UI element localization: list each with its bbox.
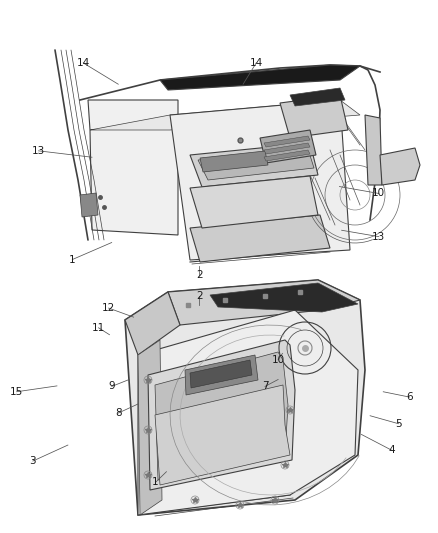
Text: 4: 4 bbox=[389, 446, 396, 455]
Polygon shape bbox=[264, 143, 310, 154]
Polygon shape bbox=[264, 136, 310, 147]
Text: 1: 1 bbox=[152, 478, 159, 487]
Polygon shape bbox=[260, 130, 316, 163]
Polygon shape bbox=[190, 215, 330, 262]
Text: 1: 1 bbox=[69, 255, 76, 264]
Polygon shape bbox=[138, 310, 358, 515]
Text: 6: 6 bbox=[406, 392, 413, 402]
Text: 8: 8 bbox=[115, 408, 122, 418]
Text: 2: 2 bbox=[196, 270, 203, 280]
Text: 13: 13 bbox=[32, 146, 45, 156]
Text: 10: 10 bbox=[372, 189, 385, 198]
Polygon shape bbox=[88, 100, 178, 235]
Polygon shape bbox=[380, 148, 420, 185]
Text: 11: 11 bbox=[92, 323, 105, 333]
Polygon shape bbox=[168, 280, 360, 325]
Polygon shape bbox=[264, 150, 310, 161]
Polygon shape bbox=[185, 355, 258, 395]
Text: 12: 12 bbox=[102, 303, 115, 313]
Polygon shape bbox=[190, 143, 318, 187]
Polygon shape bbox=[198, 149, 314, 180]
Polygon shape bbox=[125, 292, 180, 355]
Polygon shape bbox=[170, 100, 350, 260]
Polygon shape bbox=[365, 115, 382, 185]
Polygon shape bbox=[138, 340, 162, 515]
Polygon shape bbox=[190, 360, 252, 388]
Text: 9: 9 bbox=[108, 382, 115, 391]
Polygon shape bbox=[290, 88, 345, 106]
Text: 3: 3 bbox=[29, 456, 36, 466]
Polygon shape bbox=[148, 340, 295, 490]
Polygon shape bbox=[160, 65, 360, 90]
Text: 10: 10 bbox=[272, 355, 285, 365]
Polygon shape bbox=[155, 352, 288, 480]
Text: 2: 2 bbox=[196, 291, 203, 301]
Polygon shape bbox=[210, 283, 358, 312]
Text: 13: 13 bbox=[372, 232, 385, 241]
Polygon shape bbox=[280, 95, 348, 138]
Polygon shape bbox=[155, 385, 290, 485]
Polygon shape bbox=[200, 151, 268, 172]
Polygon shape bbox=[190, 176, 318, 228]
Text: 15: 15 bbox=[10, 387, 23, 397]
Text: 5: 5 bbox=[395, 419, 402, 429]
Polygon shape bbox=[90, 100, 360, 130]
Polygon shape bbox=[80, 193, 98, 217]
Text: 14: 14 bbox=[250, 58, 263, 68]
Polygon shape bbox=[125, 280, 365, 515]
Text: 14: 14 bbox=[77, 58, 90, 68]
Text: 7: 7 bbox=[261, 382, 268, 391]
